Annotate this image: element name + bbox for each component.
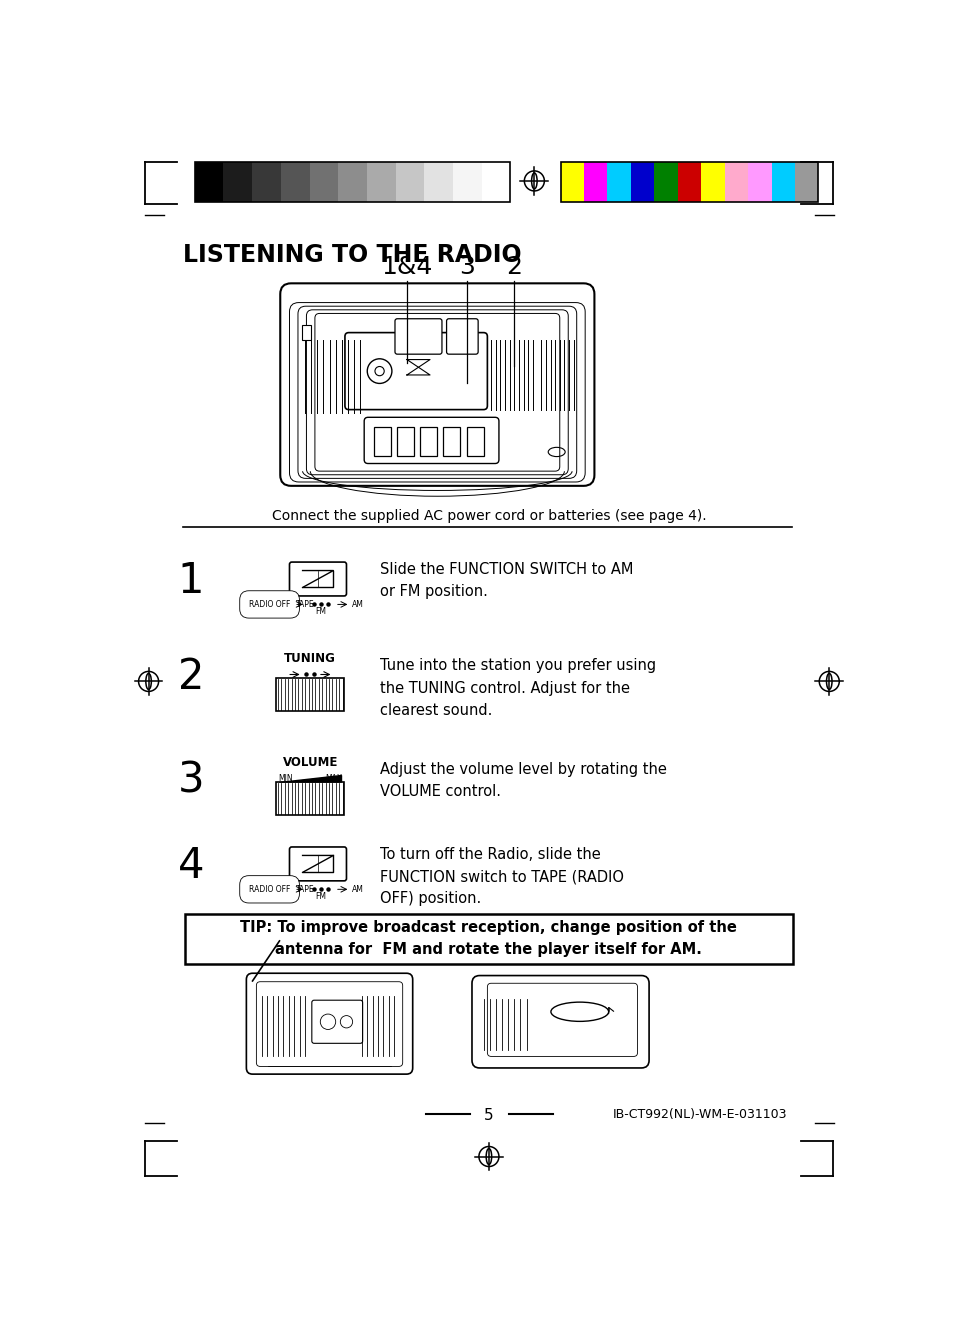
Bar bbox=[185, 914, 792, 964]
Text: AM: AM bbox=[352, 884, 363, 894]
Text: AM: AM bbox=[352, 600, 363, 610]
Bar bbox=[700, 162, 724, 202]
Bar bbox=[420, 426, 436, 456]
Bar bbox=[677, 162, 700, 202]
Bar bbox=[396, 426, 414, 456]
Bar bbox=[276, 781, 344, 815]
Text: Adjust the volume level by rotating the
VOLUME control.: Adjust the volume level by rotating the … bbox=[379, 762, 666, 799]
Bar bbox=[276, 677, 344, 712]
Text: FM: FM bbox=[315, 607, 326, 616]
Text: TIP: To improve broadcast reception, change position of the
antenna for  FM and : TIP: To improve broadcast reception, cha… bbox=[240, 920, 737, 957]
Bar bbox=[453, 162, 481, 202]
Text: RADIO OFF: RADIO OFF bbox=[249, 884, 290, 894]
Text: LISTENING TO THE RADIO: LISTENING TO THE RADIO bbox=[183, 243, 521, 267]
Text: 1: 1 bbox=[177, 560, 204, 602]
Text: FM: FM bbox=[315, 891, 326, 900]
Text: 3: 3 bbox=[177, 760, 204, 802]
FancyBboxPatch shape bbox=[395, 319, 441, 355]
Bar bbox=[747, 162, 771, 202]
Text: RADIO OFF: RADIO OFF bbox=[249, 600, 290, 610]
FancyBboxPatch shape bbox=[289, 562, 346, 596]
Text: MAX: MAX bbox=[325, 774, 342, 784]
Bar bbox=[607, 162, 630, 202]
FancyBboxPatch shape bbox=[246, 973, 413, 1074]
Text: 1&4: 1&4 bbox=[380, 255, 432, 279]
Bar bbox=[374, 426, 391, 456]
Polygon shape bbox=[279, 776, 341, 781]
Bar bbox=[395, 162, 424, 202]
Text: Tune into the station you prefer using
the TUNING control. Adjust for the
cleare: Tune into the station you prefer using t… bbox=[379, 659, 655, 717]
Bar bbox=[466, 426, 483, 456]
Bar bbox=[724, 162, 747, 202]
Bar bbox=[301, 325, 311, 340]
Bar bbox=[771, 162, 794, 202]
Bar bbox=[481, 162, 510, 202]
Text: Slide the FUNCTION SWITCH to AM
or FM position.: Slide the FUNCTION SWITCH to AM or FM po… bbox=[379, 562, 632, 599]
FancyBboxPatch shape bbox=[289, 847, 346, 880]
Bar bbox=[583, 162, 607, 202]
Bar bbox=[338, 162, 367, 202]
Bar bbox=[280, 162, 310, 202]
FancyBboxPatch shape bbox=[345, 332, 487, 409]
Bar bbox=[560, 162, 583, 202]
Text: 2: 2 bbox=[506, 255, 522, 279]
Bar bbox=[424, 162, 453, 202]
FancyBboxPatch shape bbox=[364, 417, 498, 463]
FancyBboxPatch shape bbox=[446, 319, 477, 355]
Bar bbox=[367, 162, 395, 202]
Text: IB-CT992(NL)-WM-E-031103: IB-CT992(NL)-WM-E-031103 bbox=[613, 1108, 787, 1121]
Text: 5: 5 bbox=[483, 1108, 494, 1123]
Bar bbox=[654, 162, 677, 202]
FancyBboxPatch shape bbox=[280, 283, 594, 486]
Text: To turn off the Radio, slide the
FUNCTION switch to TAPE (RADIO
OFF) position.: To turn off the Radio, slide the FUNCTIO… bbox=[379, 847, 623, 907]
Bar bbox=[252, 162, 280, 202]
Text: TAPE: TAPE bbox=[296, 600, 314, 610]
Text: 2: 2 bbox=[177, 656, 204, 699]
Bar bbox=[630, 162, 654, 202]
Text: TAPE: TAPE bbox=[296, 884, 314, 894]
Bar bbox=[443, 426, 460, 456]
Bar bbox=[794, 162, 818, 202]
Text: 3: 3 bbox=[458, 255, 474, 279]
Text: 4: 4 bbox=[177, 845, 204, 887]
FancyBboxPatch shape bbox=[472, 976, 648, 1068]
Bar bbox=[310, 162, 338, 202]
Text: TUNING: TUNING bbox=[284, 652, 335, 665]
Bar bbox=[194, 162, 223, 202]
Text: VOLUME: VOLUME bbox=[282, 756, 337, 769]
Bar bbox=[194, 162, 510, 202]
Bar bbox=[223, 162, 252, 202]
Bar bbox=[560, 162, 818, 202]
FancyBboxPatch shape bbox=[312, 1000, 362, 1044]
Text: MIN: MIN bbox=[277, 774, 293, 784]
Text: Connect the supplied AC power cord or batteries (see page 4).: Connect the supplied AC power cord or ba… bbox=[272, 509, 705, 523]
